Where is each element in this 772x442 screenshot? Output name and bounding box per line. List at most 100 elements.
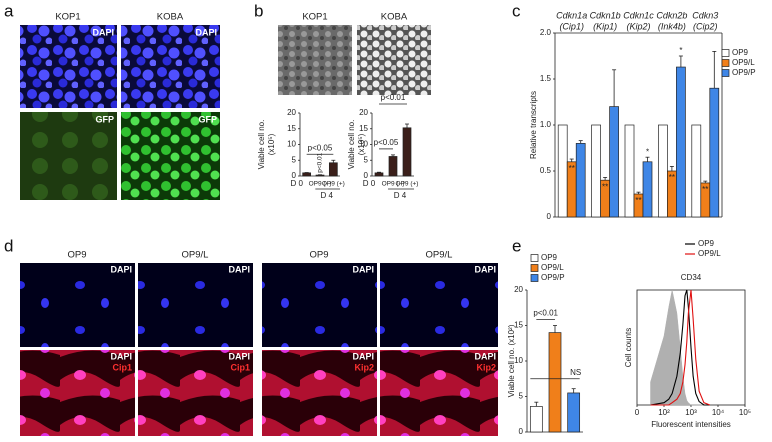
bar [691, 124, 702, 218]
stain-label: DAPI [92, 27, 114, 37]
y-tick-label: 1.5 [540, 74, 552, 83]
category-label: Cdkn1b [590, 10, 621, 20]
stain-label: Kip2 [476, 362, 496, 372]
micrograph [20, 25, 117, 108]
bar [529, 406, 543, 433]
stain-label: Cip1 [112, 362, 132, 372]
stain-label: DAPI [195, 27, 217, 37]
legend-label: OP9/L [698, 249, 721, 258]
x-tick-label: OP9 (–) [309, 181, 332, 188]
y-tick-label: 10 [359, 140, 368, 149]
bar [302, 172, 312, 177]
category-sublabel: (Cip1) [559, 21, 584, 31]
y-tick-label: 5 [292, 155, 297, 164]
significance-label: * [646, 147, 649, 156]
stain-label: DAPI [228, 264, 250, 274]
column-label: KOBA [157, 12, 184, 23]
x-tick-label: 0 [635, 408, 640, 417]
x-tick-label: 10⁴ [712, 408, 725, 417]
legend-label: OP9/L [732, 58, 755, 67]
area [650, 289, 710, 406]
legend-label: OP9 [541, 253, 558, 262]
micrograph [20, 112, 117, 200]
category-label: Cdkn1c [623, 10, 654, 20]
significance-label: * [679, 46, 682, 55]
line [650, 289, 710, 406]
line [650, 289, 711, 406]
legend-swatch [530, 274, 539, 282]
annotation: NS [570, 368, 581, 377]
category-label: Cdkn1a [556, 10, 587, 20]
micrograph [138, 263, 253, 347]
y-tick-label: 15 [287, 124, 296, 133]
x-tick-label: OP9 (+) [396, 181, 419, 188]
y-tick-label: 15 [514, 321, 523, 330]
x-tick-label: OP9 (+) [322, 181, 345, 188]
annotation: p<0.01 [317, 152, 324, 172]
y-tick-label: 0 [519, 427, 524, 436]
x-tick-label: D 0 [290, 179, 303, 188]
panel-label: e [512, 236, 521, 255]
x-tick-label: 10³ [685, 408, 697, 417]
legend-label: OP9/L [541, 263, 564, 272]
annotation: p<0.01 [533, 309, 558, 318]
y-axis-label: Viable cell no. [257, 120, 266, 170]
legend-swatch [721, 69, 730, 77]
column-label: OP9/L [426, 250, 453, 261]
y-tick-label: 0 [547, 212, 552, 221]
y-tick-label: 20 [359, 108, 368, 117]
legend-label: OP9 [732, 48, 749, 57]
y-axis-label: Cell counts [624, 328, 633, 368]
bar [388, 156, 398, 177]
micrograph [380, 263, 498, 347]
column-label: KOP1 [302, 12, 327, 23]
column-label: KOBA [381, 12, 408, 23]
bar [642, 161, 653, 218]
bar [374, 172, 384, 177]
legend-swatch [530, 254, 539, 262]
stain-label: DAPI [110, 351, 132, 361]
y-tick-label: 1.0 [540, 120, 552, 129]
stain-label: DAPI [110, 264, 132, 274]
column-label: OP9 [67, 250, 86, 261]
bar [567, 392, 581, 433]
y-tick-label: 10 [514, 356, 523, 365]
stain-label: DAPI [352, 264, 374, 274]
legend-swatch [721, 59, 730, 67]
bar [575, 143, 586, 218]
significance-label: ** [635, 196, 641, 205]
significance-label: ** [702, 185, 708, 194]
column-label: KOP1 [55, 12, 80, 23]
y-axis-label: (x10⁵) [267, 133, 276, 155]
category-sublabel: (Kip1) [593, 21, 617, 31]
legend-label: OP9/P [732, 68, 756, 77]
bar [557, 124, 568, 218]
images [20, 25, 498, 436]
y-axis-label: Viable cell no. (x10²) [507, 324, 516, 397]
bar [624, 124, 635, 218]
micrograph [20, 263, 135, 347]
micrograph [121, 112, 220, 200]
stain-label: Cip1 [230, 362, 250, 372]
annotation: p<0.01 [381, 93, 406, 102]
legend-label: OP9 [698, 239, 715, 248]
bar [709, 87, 720, 218]
micrograph [20, 350, 135, 436]
bar [609, 106, 619, 218]
panel-label: b [254, 1, 263, 20]
category-sublabel: (Cip2) [693, 21, 718, 31]
chart-title: CD34 [681, 273, 702, 282]
bar [658, 124, 668, 218]
y-tick-label: 0 [364, 171, 369, 180]
annotation: p<0.05 [308, 143, 333, 152]
y-axis-label: Viable cell no. [347, 120, 356, 170]
y-axis-label: Relative transcripts [529, 91, 538, 159]
category-sublabel: (Ink4b) [658, 21, 686, 31]
bar [676, 66, 686, 218]
micrograph [278, 25, 352, 95]
significance-label: ** [602, 182, 608, 191]
group-label: D 4 [320, 191, 333, 200]
y-tick-label: 20 [514, 285, 523, 294]
micrograph [380, 350, 498, 436]
